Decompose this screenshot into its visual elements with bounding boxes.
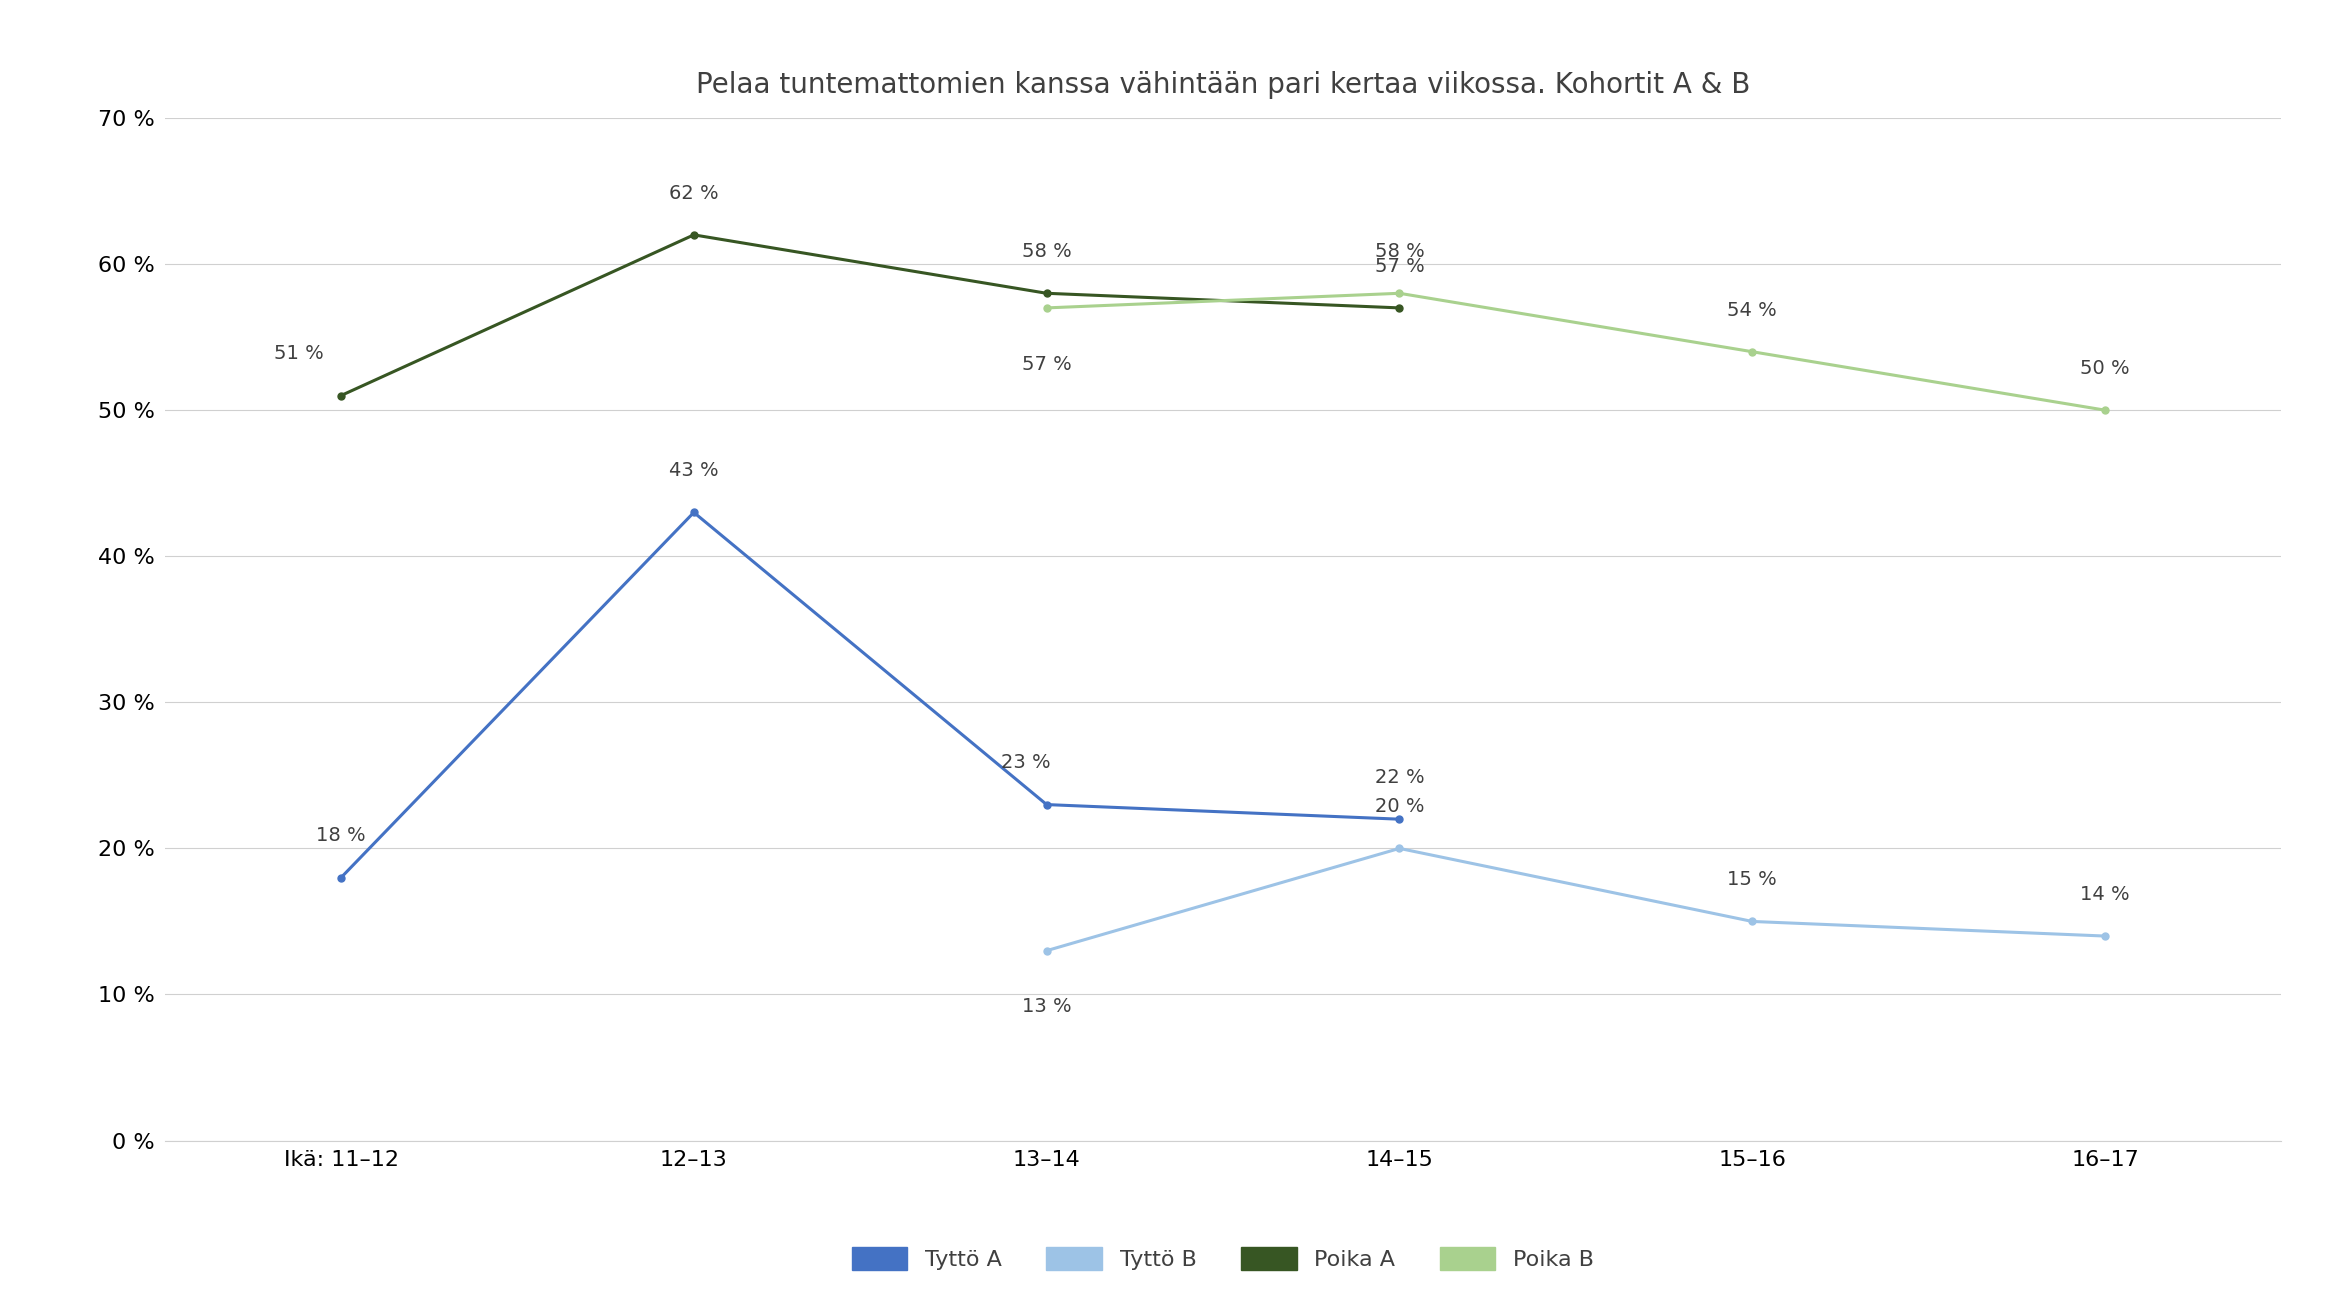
Tyttö B	[1033, 943, 1061, 958]
Tyttö B	[2091, 928, 2119, 944]
Text: 50 %: 50 %	[2079, 359, 2131, 378]
Text: 58 %: 58 %	[1374, 243, 1425, 261]
Poika B	[1385, 286, 1414, 302]
Text: 51 %: 51 %	[273, 345, 325, 363]
Text: 58 %: 58 %	[1021, 243, 1073, 261]
Poika A	[1385, 300, 1414, 316]
Poika A	[680, 227, 708, 243]
Poika A	[1033, 286, 1061, 302]
Tyttö A	[680, 505, 708, 520]
Poika B	[1738, 343, 1766, 359]
Title: Pelaa tuntemattomien kanssa vähintään pari kertaa viikossa. Kohortit A & B: Pelaa tuntemattomien kanssa vähintään pa…	[696, 71, 1750, 100]
Text: 20 %: 20 %	[1374, 797, 1425, 817]
Text: 54 %: 54 %	[1726, 300, 1778, 320]
Text: 18 %: 18 %	[315, 826, 367, 846]
Poika B	[2091, 402, 2119, 418]
Text: 57 %: 57 %	[1374, 257, 1425, 275]
Line: Tyttö B: Tyttö B	[1044, 844, 2107, 954]
Tyttö B	[1385, 840, 1414, 856]
Text: 57 %: 57 %	[1021, 355, 1073, 374]
Tyttö B	[1738, 914, 1766, 929]
Text: 22 %: 22 %	[1374, 768, 1425, 787]
Tyttö A	[1033, 797, 1061, 813]
Poika A	[327, 388, 355, 404]
Text: 15 %: 15 %	[1726, 871, 1778, 889]
Tyttö A	[1385, 812, 1414, 827]
Poika B	[1033, 300, 1061, 316]
Legend: Tyttö A, Tyttö B, Poika A, Poika B: Tyttö A, Tyttö B, Poika A, Poika B	[842, 1239, 1604, 1280]
Line: Poika A: Poika A	[339, 231, 1402, 399]
Text: 23 %: 23 %	[1000, 754, 1051, 772]
Line: Poika B: Poika B	[1044, 290, 2107, 414]
Text: 43 %: 43 %	[668, 461, 720, 480]
Text: 14 %: 14 %	[2079, 885, 2131, 903]
Text: 62 %: 62 %	[668, 184, 720, 203]
Line: Tyttö A: Tyttö A	[339, 509, 1402, 881]
Tyttö A	[327, 869, 355, 885]
Text: 13 %: 13 %	[1021, 998, 1073, 1016]
